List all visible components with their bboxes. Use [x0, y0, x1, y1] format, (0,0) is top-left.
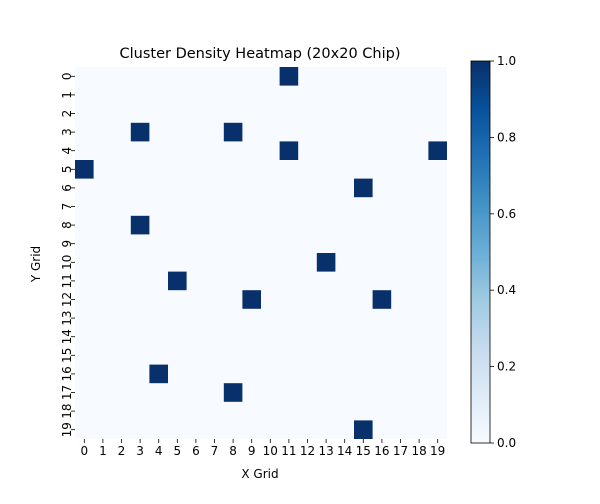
x-axis-ticks: 0 1 2 3 4 5 6 7 8 9 10 11 12 13 14 15 16 17 18 19 [80, 439, 445, 458]
y-tick-label: 19 [60, 422, 74, 437]
y-tick-label: 11 [60, 273, 74, 288]
colorbar [470, 60, 491, 444]
y-tick-label: 10 [60, 255, 74, 270]
colorbar-tick-label: 0.6 [497, 207, 516, 221]
x-axis-label: X Grid [241, 467, 278, 481]
x-tick-label: 4 [155, 444, 163, 458]
colorbar-tick-label: 0.8 [497, 130, 516, 144]
x-tick-label: 13 [318, 444, 333, 458]
y-tick-label: 6 [60, 184, 74, 192]
x-tick-label: 5 [173, 444, 181, 458]
colorbar-tick-label: 0.4 [497, 283, 516, 297]
heatmap-cell [130, 215, 150, 235]
heatmap-cell [354, 178, 373, 198]
y-tick-label: 0 [60, 72, 74, 80]
heatmap-cell [130, 122, 150, 142]
heatmap-cell [316, 253, 336, 272]
y-tick-label: 4 [60, 147, 74, 155]
y-tick-label: 9 [60, 240, 74, 248]
heatmap-cell [223, 122, 243, 142]
y-tick-label: 2 [60, 110, 74, 118]
colorbar-tick-label: 0.2 [497, 360, 516, 374]
x-tick-label: 19 [430, 444, 445, 458]
heatmap-cell [242, 290, 261, 309]
x-tick-label: 14 [337, 444, 352, 458]
x-tick-label: 2 [118, 444, 126, 458]
heatmap-cell [149, 364, 168, 384]
y-tick-label: 18 [60, 403, 74, 418]
y-tick-label: 13 [60, 310, 74, 325]
colorbar-tick-label: 0.0 [497, 436, 516, 450]
heatmap-cell [354, 420, 373, 439]
x-tick-label: 0 [80, 444, 88, 458]
x-tick-label: 9 [248, 444, 256, 458]
x-tick-label: 12 [300, 444, 315, 458]
chart-title: Cluster Density Heatmap (20x20 Chip) [120, 46, 401, 62]
x-tick-label: 8 [229, 444, 237, 458]
y-tick-label: 17 [60, 385, 74, 400]
heatmap-cell [372, 290, 392, 309]
y-tick-label: 14 [60, 329, 74, 344]
heatmap-cell [223, 383, 243, 402]
heatmap-cell [279, 67, 299, 86]
x-tick-label: 16 [374, 444, 389, 458]
y-tick-label: 15 [60, 348, 74, 363]
y-tick-label: 12 [60, 292, 74, 307]
y-tick-label: 3 [60, 128, 74, 136]
x-tick-label: 1 [99, 444, 107, 458]
y-tick-label: 7 [60, 203, 74, 211]
colorbar-tick-label: 1.0 [497, 54, 516, 68]
heatmap-cell [168, 271, 187, 291]
x-tick-label: 10 [263, 444, 278, 458]
x-tick-label: 11 [281, 444, 296, 458]
x-tick-label: 17 [393, 444, 408, 458]
heatmap-cell [428, 141, 447, 160]
y-tick-label: 16 [60, 366, 74, 381]
x-tick-label: 15 [356, 444, 371, 458]
y-tick-label: 8 [60, 221, 74, 229]
y-tick-label: 1 [60, 91, 74, 99]
colorbar-ticks: 0.0 0.2 0.4 0.6 0.8 1.0 [490, 54, 516, 450]
x-tick-label: 18 [411, 444, 426, 458]
heatmap-cells [75, 67, 447, 439]
heatmap-cell [75, 160, 94, 179]
y-axis-label: Y Grid [29, 246, 43, 283]
x-tick-label: 3 [136, 444, 144, 458]
y-tick-label: 5 [60, 165, 74, 173]
heatmap-cell [279, 141, 299, 160]
x-tick-label: 7 [211, 444, 219, 458]
x-tick-label: 6 [192, 444, 200, 458]
